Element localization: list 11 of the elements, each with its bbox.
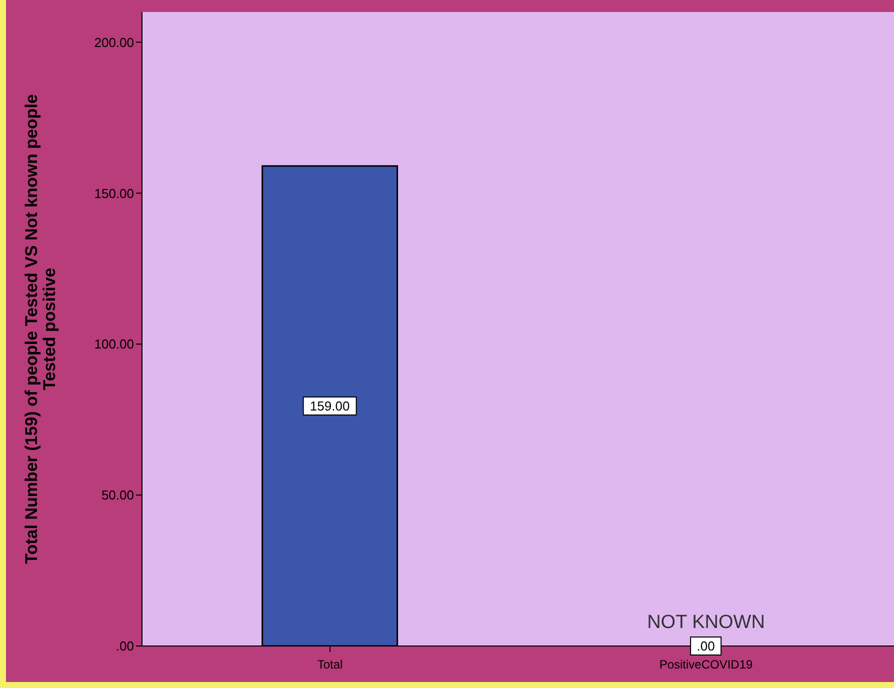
y-tick-label: 150.00 bbox=[94, 186, 134, 201]
y-tick-label: .00 bbox=[116, 638, 134, 654]
y-tick-label: 200.00 bbox=[94, 34, 134, 50]
annotation: NOT KNOWN bbox=[647, 612, 765, 633]
x-tick-label: PositiveCOVID19 bbox=[659, 658, 754, 672]
data-label: 159.00 bbox=[310, 398, 350, 414]
y-axis-title: Total Number (159) of people Tested VS Not known people Tested positive bbox=[22, 94, 59, 564]
y-tick-label: 50.00 bbox=[101, 488, 134, 503]
data-label: .00 bbox=[696, 638, 715, 654]
y-tick-label: 100.00 bbox=[94, 336, 134, 352]
x-tick-label: Total bbox=[317, 658, 343, 672]
